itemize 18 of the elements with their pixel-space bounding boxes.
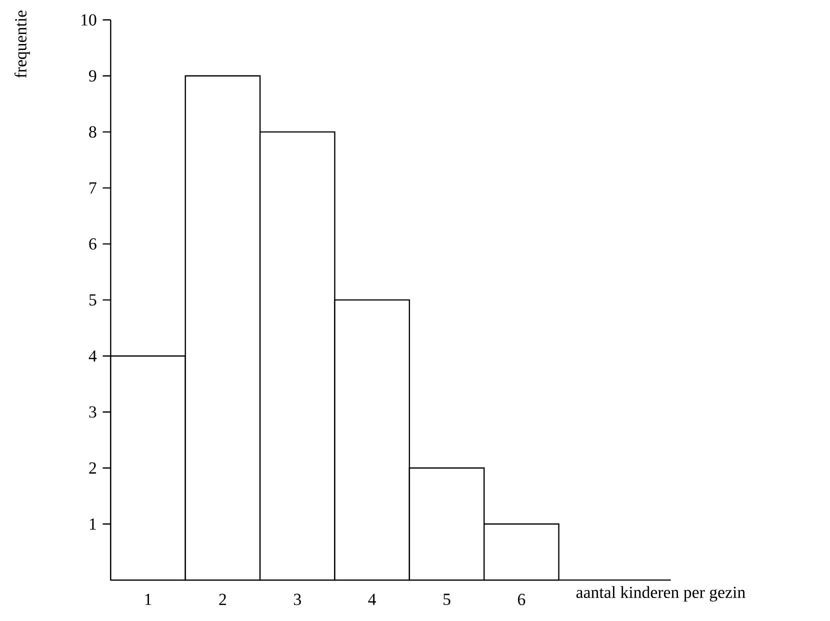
y-tick-label: 3 (89, 406, 96, 418)
x-tick-label: 1 (145, 594, 152, 606)
y-axis-title: frequentie (14, 10, 30, 78)
x-axis-title: aantal kinderen per gezin (576, 586, 746, 602)
y-tick-label: 1 (90, 518, 96, 530)
x-tick-label: 2 (219, 594, 226, 606)
x-tick-label: 6 (518, 594, 526, 606)
y-tick-label: 4 (88, 350, 97, 362)
y-tick-label: 10 (82, 14, 96, 26)
y-tick-label: 9 (89, 70, 96, 82)
x-tick-label: 5 (444, 594, 450, 606)
y-tick-label: 6 (89, 238, 96, 250)
y-tick-label: 7 (90, 182, 96, 194)
x-tick-label: 4 (368, 594, 376, 605)
y-tick-label: 5 (89, 294, 96, 306)
y-tick-label: 2 (89, 462, 96, 474)
x-tick-label: 3 (294, 594, 301, 606)
y-tick-label: 8 (89, 126, 96, 138)
